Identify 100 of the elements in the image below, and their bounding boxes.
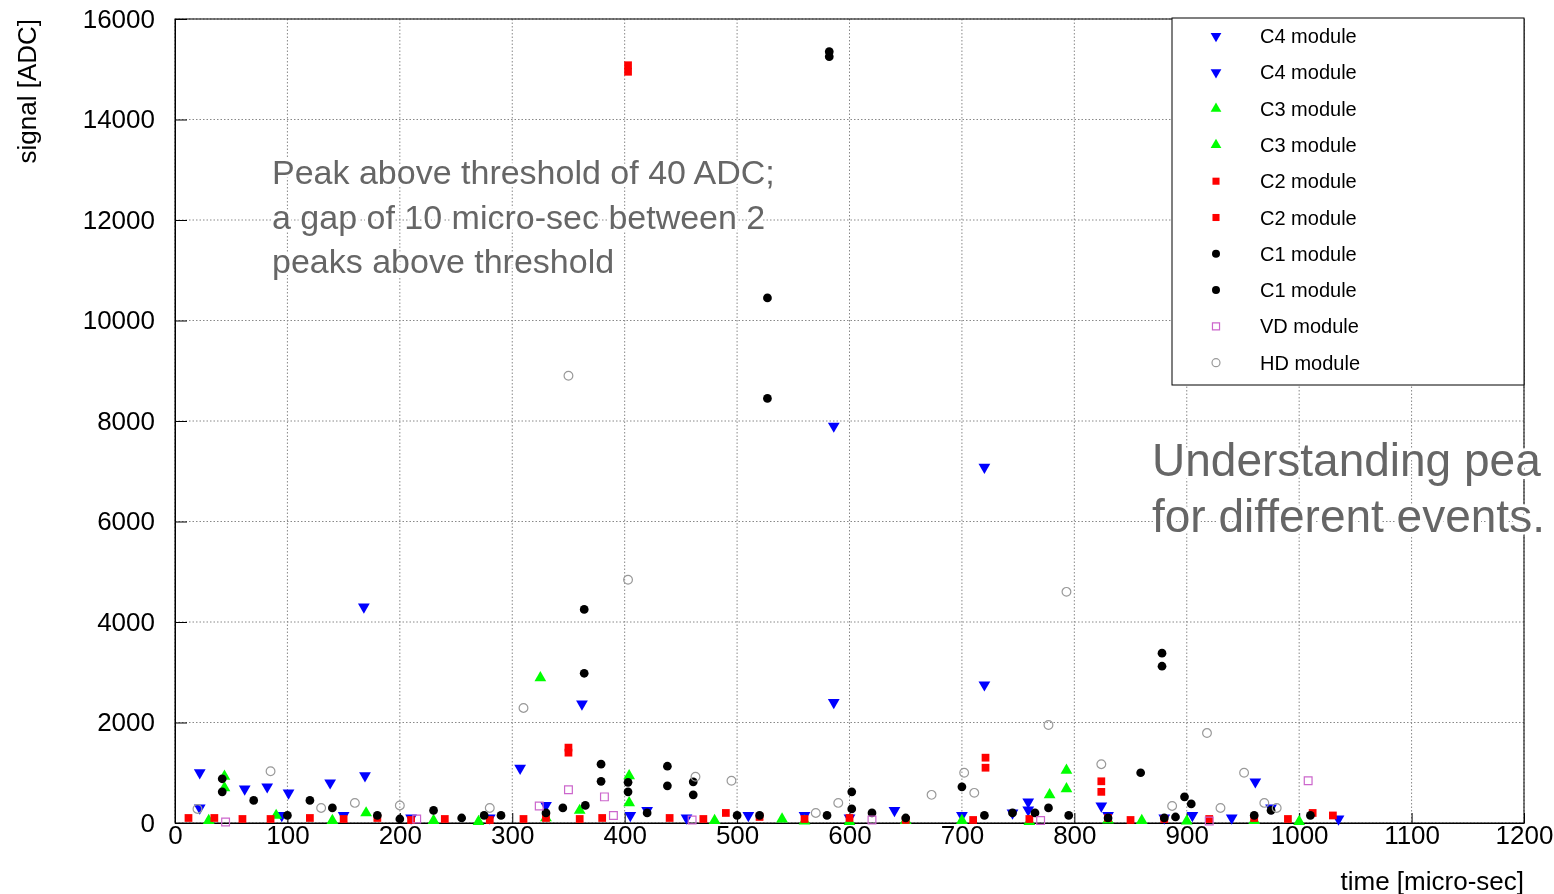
point (596, 759, 606, 769)
point (217, 774, 227, 784)
point (810, 807, 821, 818)
point (623, 768, 636, 780)
point (484, 802, 495, 813)
point (690, 771, 701, 782)
point (316, 802, 327, 813)
point (326, 813, 339, 824)
point (210, 814, 219, 822)
point (1284, 815, 1292, 823)
x-tick-label: 1000 (1270, 820, 1329, 851)
point (687, 815, 697, 825)
point (623, 777, 633, 787)
point (534, 670, 547, 682)
point (822, 811, 832, 820)
legend-label: C2 module (1260, 170, 1357, 193)
point (1215, 802, 1226, 813)
point (1030, 808, 1040, 818)
y-tick-label: 10000 (82, 305, 155, 336)
point (1303, 776, 1313, 786)
point (1202, 728, 1212, 739)
legend-label: VD module (1260, 315, 1359, 338)
point (541, 808, 551, 818)
point (580, 801, 590, 810)
point (249, 796, 259, 805)
legend-label: C2 module (1260, 206, 1357, 229)
point (429, 806, 438, 815)
point (663, 761, 672, 771)
point (579, 605, 589, 614)
point (534, 801, 544, 811)
point (472, 814, 485, 825)
point (324, 779, 337, 790)
point (184, 814, 193, 822)
point (563, 370, 574, 381)
legend-label: C3 module (1260, 97, 1357, 120)
y-tick-label: 14000 (82, 104, 155, 135)
point (926, 789, 937, 800)
point (576, 700, 588, 711)
point (959, 767, 970, 778)
point (763, 293, 772, 303)
x-tick-label: 900 (1165, 820, 1209, 851)
point (957, 782, 967, 792)
point (624, 61, 632, 70)
point (1293, 814, 1306, 825)
x-tick-label: 800 (1053, 820, 1097, 851)
point (1060, 782, 1073, 793)
point (360, 806, 372, 817)
x-tick-label: 700 (940, 820, 985, 851)
point (688, 790, 698, 800)
point (663, 781, 672, 791)
point (623, 574, 634, 585)
y-tick-label: 2000 (97, 707, 155, 738)
y-tick-label: 4000 (97, 606, 155, 637)
point (558, 803, 568, 813)
point (440, 815, 449, 823)
point (980, 811, 989, 820)
point (708, 813, 721, 824)
point (261, 783, 274, 794)
point (1171, 812, 1180, 822)
point (969, 787, 980, 798)
point (978, 463, 991, 475)
point (575, 815, 584, 823)
x-tick-label: 600 (828, 820, 872, 851)
point (412, 814, 422, 824)
point (981, 763, 990, 772)
point (265, 766, 276, 777)
point (518, 702, 529, 713)
point (699, 815, 708, 823)
point (394, 800, 405, 811)
point (217, 787, 227, 797)
x-tick-label: 200 (378, 820, 423, 851)
x-tick-label: 500 (715, 820, 760, 851)
point (599, 792, 609, 802)
point (732, 811, 742, 820)
point (1061, 586, 1072, 597)
point (1180, 792, 1189, 802)
point (608, 810, 618, 820)
point (357, 603, 370, 614)
point (776, 812, 788, 823)
point (1043, 720, 1054, 730)
point (1167, 800, 1178, 811)
point (1044, 803, 1053, 813)
point (349, 797, 360, 808)
point (623, 787, 633, 797)
legend-label: C3 module (1260, 133, 1357, 156)
y-tick-label: 6000 (97, 506, 155, 537)
x-tick-label: 0 (168, 820, 183, 851)
point (193, 769, 206, 780)
point (1186, 799, 1196, 809)
point (1036, 816, 1046, 825)
point (847, 787, 857, 797)
point (1271, 802, 1282, 813)
legend-label: HD module (1260, 351, 1361, 374)
point (563, 785, 573, 795)
legend-label: C1 module (1260, 279, 1357, 302)
y-tick-label: 16000 (82, 3, 155, 34)
point (496, 811, 506, 820)
point (596, 776, 606, 786)
point (266, 815, 275, 823)
point (847, 804, 857, 814)
